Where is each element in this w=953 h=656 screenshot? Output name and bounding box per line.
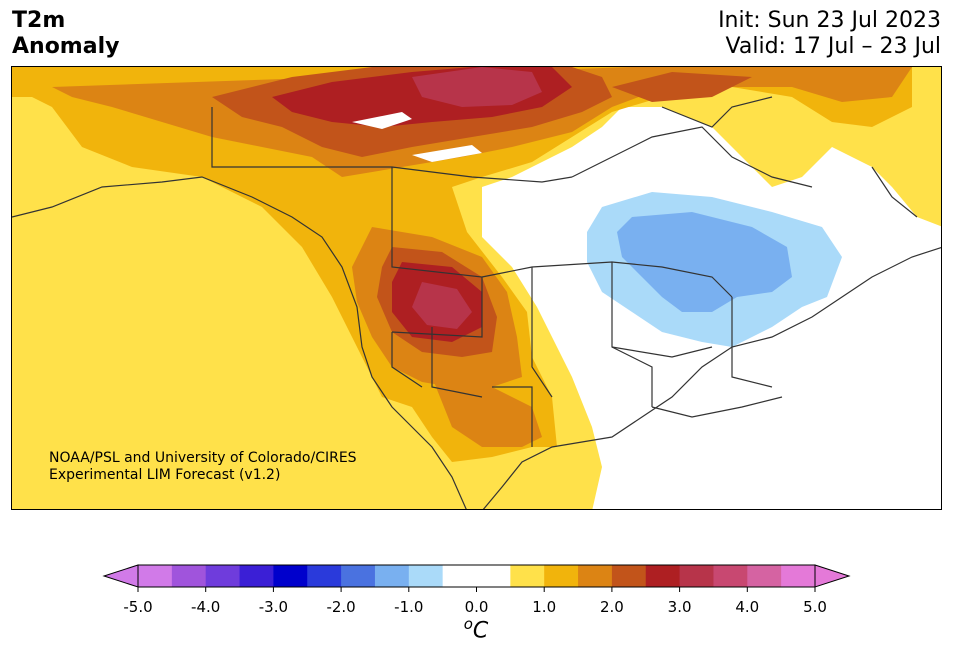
colorbar-segment <box>544 565 579 587</box>
map-canvas <box>12 67 941 509</box>
colorbar <box>0 560 953 650</box>
init-date: Init: Sun 23 Jul 2023 <box>718 8 941 33</box>
colorbar-unit: oC <box>464 615 489 643</box>
anomaly-region-plus3-5 <box>412 67 542 329</box>
colorbar-tick-label: 5.0 <box>803 598 827 616</box>
colorbar-tick-label: 0.0 <box>464 598 489 616</box>
colorbar-tick-label: -1.0 <box>394 598 424 616</box>
colorbar-segment <box>408 565 444 587</box>
anomaly-region-minus1-5 <box>617 212 792 312</box>
colorbar-segment <box>679 565 714 587</box>
credit-line-2: Experimental LIM Forecast (v1.2) <box>49 467 281 483</box>
forecast-dates: Init: Sun 23 Jul 2023 Valid: 17 Jul – 23… <box>718 8 941 60</box>
title-line-1: T2m <box>12 8 66 33</box>
anomaly-region-plus2 <box>52 67 912 447</box>
colorbar-tick-label: -4.0 <box>191 598 221 616</box>
colorbar-segment <box>476 565 511 587</box>
colorbar-segment <box>713 565 748 587</box>
colorbar-segment <box>611 565 647 587</box>
colorbar-extend-low <box>102 564 139 588</box>
anomaly-region-plus2-5 <box>212 67 752 357</box>
colorbar-extend-high <box>814 564 851 588</box>
colorbar-tick-label: 4.0 <box>735 598 760 616</box>
colorbar-segment <box>239 565 274 587</box>
colorbar-segment <box>171 565 207 587</box>
colorbar-tick-label: -5.0 <box>123 598 153 616</box>
colorbar-segment <box>781 565 816 587</box>
colorbar-tick-label: 2.0 <box>599 598 624 616</box>
colorbar-segment <box>510 565 545 587</box>
title-line-2: Anomaly <box>12 34 120 59</box>
unit-base: C <box>472 618 489 644</box>
colorbar-segment <box>747 565 782 587</box>
credit-text: NOAA/PSL and University of Colorado/CIRE… <box>49 450 357 484</box>
colorbar-graphic <box>102 564 851 592</box>
colorbar-segment <box>273 565 308 587</box>
map-title: T2m Anomaly <box>12 8 119 60</box>
colorbar-segment <box>205 565 241 587</box>
colorbar-segment <box>307 565 342 587</box>
colorbar-segment <box>341 565 376 587</box>
boundaries <box>12 96 941 509</box>
anomaly-map <box>11 66 942 510</box>
colorbar-segment <box>578 565 613 587</box>
credit-line-1: NOAA/PSL and University of Colorado/CIRE… <box>49 450 357 466</box>
unit-superscript: o <box>463 615 473 633</box>
colorbar-tick-label: -2.0 <box>326 598 356 616</box>
valid-range: Valid: 17 Jul – 23 Jul <box>725 34 941 59</box>
colorbar-segment <box>442 565 477 587</box>
colorbar-tick-label: -3.0 <box>258 598 289 616</box>
lake-feature <box>352 112 482 162</box>
colorbar-tick-label: 1.0 <box>532 598 557 616</box>
colorbar-tick-label: 3.0 <box>667 598 692 616</box>
colorbar-segment <box>374 565 410 587</box>
colorbar-segment <box>138 565 173 587</box>
colorbar-segment <box>645 565 681 587</box>
